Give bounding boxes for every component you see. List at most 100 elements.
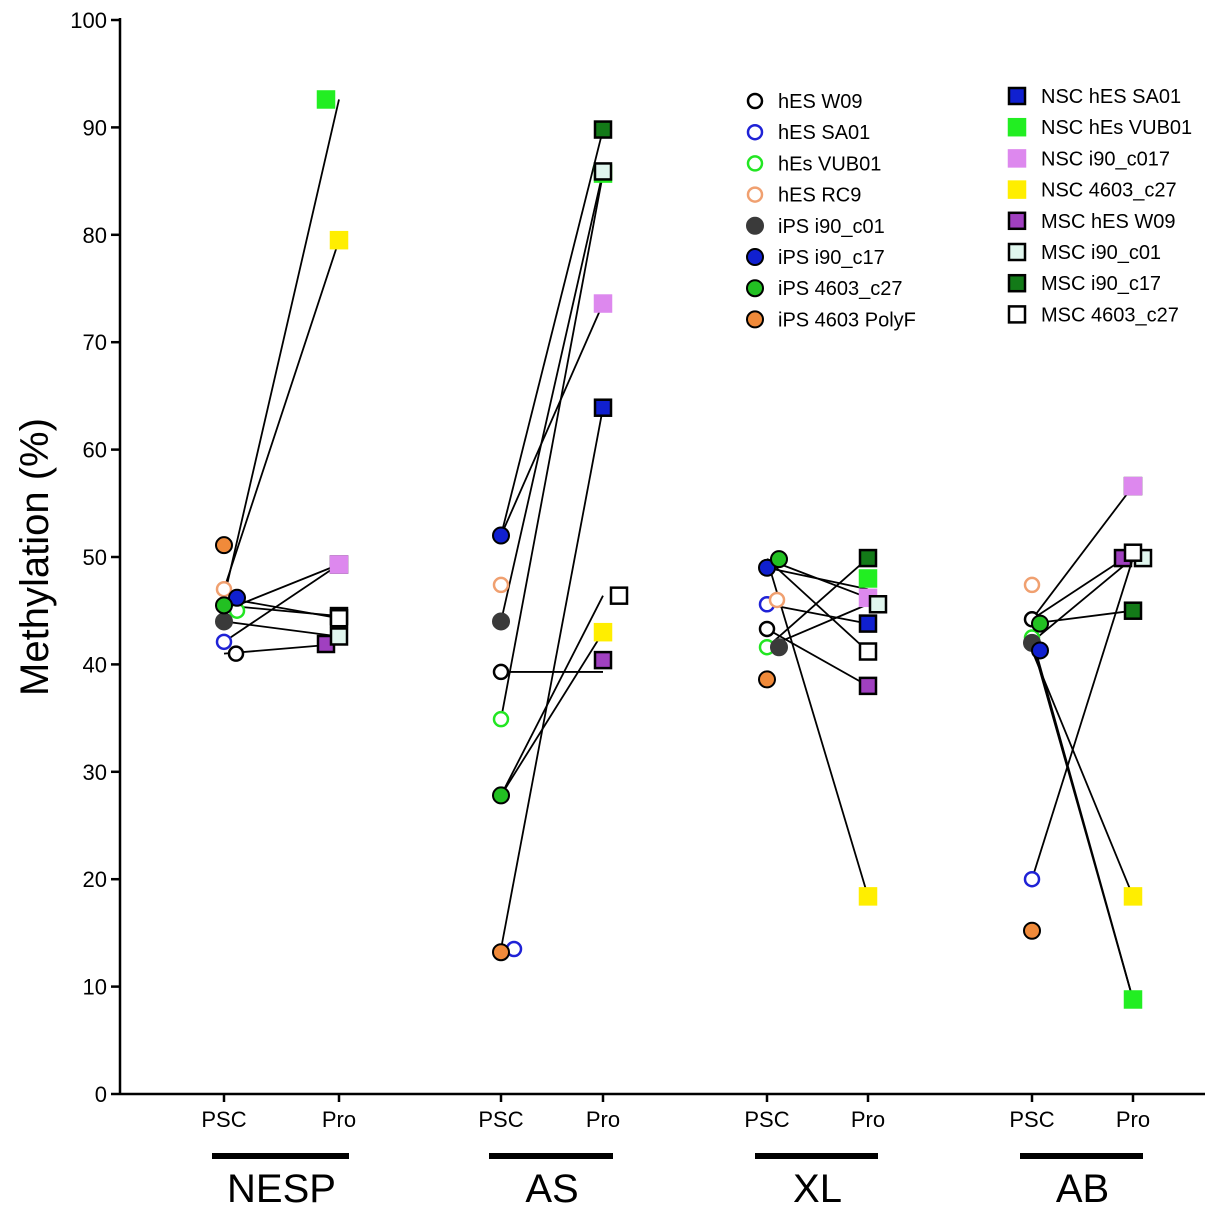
legend-label: NSC i90_c017: [1041, 148, 1170, 170]
psc-point: [492, 710, 510, 728]
axes: 0 10 20 30 40 50 60 70 80 90 100 Methylation (%) PSC…: [13, 8, 1205, 1211]
pro-point: [1123, 990, 1143, 1009]
x-tick-label: PSC: [744, 1107, 789, 1132]
legend-label: iPS 4603 PolyF: [778, 309, 916, 331]
pro-point: [1123, 887, 1143, 906]
connector-line: [500, 631, 604, 796]
y-tick-label: 90: [83, 115, 107, 140]
psc-point: [758, 620, 776, 638]
connector-line: [1031, 557, 1134, 643]
legend-marker: [1007, 273, 1027, 293]
psc-point: [228, 588, 246, 607]
x-tick-label: PSC: [201, 1107, 246, 1132]
psc-point: [758, 670, 776, 689]
legend-marker: [746, 123, 764, 141]
pro-point: [609, 586, 629, 605]
data-points: [215, 90, 1153, 1009]
legend-marker: [746, 216, 764, 235]
pro-point: [858, 642, 878, 661]
pro-point: [858, 548, 878, 568]
pro-point: [329, 627, 349, 646]
y-tick-label: 100: [70, 8, 107, 33]
legend-label: NSC hES SA01: [1041, 86, 1181, 108]
legend-marker: [1007, 242, 1027, 262]
legend-marker: [1007, 86, 1027, 106]
pro-point: [858, 614, 878, 633]
legend-marker: [746, 310, 764, 329]
connector-line: [223, 563, 340, 643]
psc-point: [492, 526, 510, 545]
legend-marker: [1007, 117, 1027, 137]
y-tick-label: 0: [95, 1082, 107, 1107]
psc-point: [770, 638, 788, 657]
pro-point: [593, 294, 613, 313]
y-tick-label: 60: [83, 438, 107, 463]
legend-label: MSC hES W09: [1041, 211, 1175, 233]
connector-line: [500, 303, 604, 536]
legend-marker: [746, 155, 764, 172]
psc-point: [492, 576, 510, 594]
legend-label: MSC i90_c01: [1041, 242, 1161, 264]
pro-point: [858, 676, 878, 696]
connector-line: [766, 557, 869, 648]
connector-line: [766, 558, 869, 897]
pro-point: [858, 569, 878, 588]
connector-line: [1031, 485, 1134, 620]
y-tick-label: 70: [83, 330, 107, 355]
psc-point: [215, 580, 233, 598]
connector-lines: [223, 99, 1134, 1000]
legend-marker: [1007, 211, 1027, 231]
legend-label: MSC i90_c17: [1041, 273, 1161, 295]
connector-line: [500, 171, 604, 622]
psc-point: [1023, 870, 1041, 888]
connector-line: [1031, 650, 1134, 897]
pro-point: [316, 90, 336, 109]
group-label: AB: [1056, 1167, 1109, 1211]
x-tick-label: Pro: [322, 1107, 356, 1132]
legend-label: hES RC9: [778, 185, 861, 207]
psc-point: [215, 596, 233, 615]
legend-label: NSC 4603_c27: [1041, 180, 1177, 202]
group-label: NESP: [227, 1167, 336, 1211]
connector-line: [766, 628, 869, 687]
x-tick-label: Pro: [1116, 1107, 1150, 1132]
connector-line: [500, 407, 604, 950]
legend-label: hEs VUB01: [778, 153, 881, 175]
connector-line: [500, 129, 604, 536]
pro-point: [329, 608, 349, 628]
y-tick-label: 80: [83, 223, 107, 248]
y-tick-label: 40: [83, 652, 107, 677]
legend-marker: [1007, 149, 1027, 168]
psc-point: [770, 550, 788, 569]
psc-point: [492, 943, 510, 962]
pro-point: [593, 650, 613, 670]
connector-line: [223, 239, 340, 590]
legend-label: hES SA01: [778, 122, 870, 144]
pro-point: [329, 555, 349, 574]
pro-point: [1123, 543, 1143, 562]
legend: hES W09 hES SA01 hEs VUB01 hES RC9 iPS i90_c…: [746, 86, 1192, 331]
psc-point: [215, 612, 233, 631]
pro-point: [1123, 476, 1143, 496]
legend-label: iPS 4603_c27: [778, 278, 903, 300]
psc-point: [1031, 614, 1049, 633]
legend-marker: [746, 186, 764, 203]
legend-marker: [746, 279, 764, 298]
pro-point: [593, 622, 613, 642]
pro-point: [593, 120, 613, 139]
connector-line: [1031, 557, 1134, 880]
legend-label: MSC 4603_c27: [1041, 304, 1179, 326]
psc-point: [227, 645, 245, 662]
psc-point: [492, 612, 510, 631]
y-axis-label: Methylation (%): [13, 418, 57, 696]
legend-label: iPS i90_c17: [778, 247, 885, 269]
psc-point: [1031, 641, 1049, 660]
connector-line: [223, 99, 340, 599]
legend-marker: [1007, 305, 1027, 324]
psc-point: [492, 663, 510, 681]
x-tick-label: Pro: [586, 1107, 620, 1132]
legend-label: iPS i90_c01: [778, 216, 885, 238]
psc-point: [768, 591, 786, 609]
pro-point: [593, 162, 613, 181]
connector-line: [766, 603, 869, 625]
